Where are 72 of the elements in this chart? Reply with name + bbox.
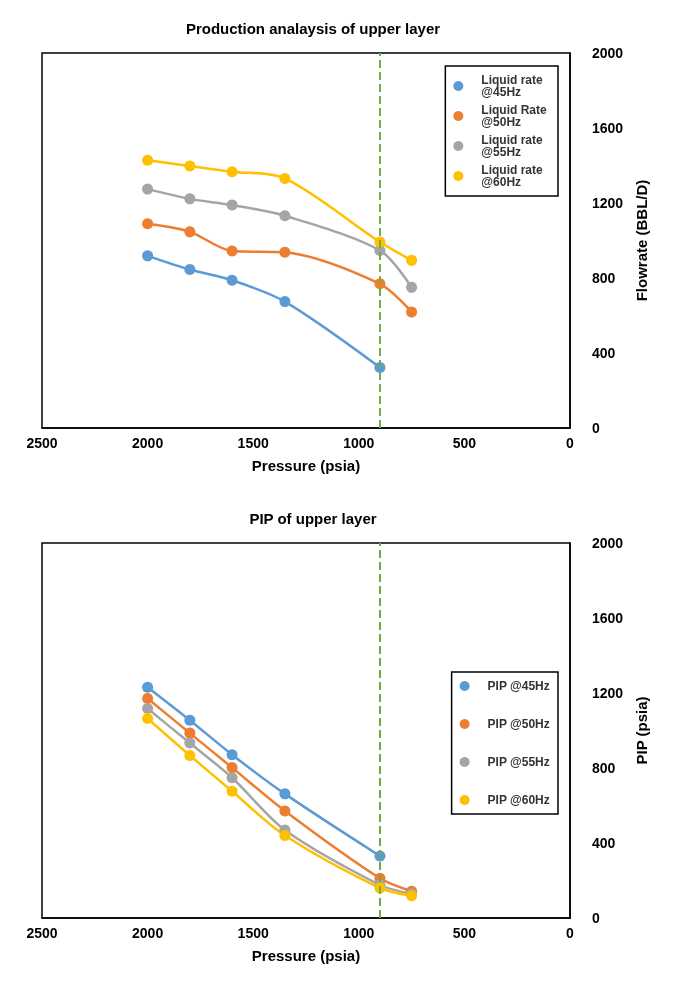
point xyxy=(184,264,196,276)
point xyxy=(406,306,418,318)
x-tick-label: 2000 xyxy=(132,925,164,941)
legend-label: Liquid rate @55Hz xyxy=(481,133,547,159)
point xyxy=(184,749,196,761)
point xyxy=(279,830,291,841)
legend-label: Liquid rate @60Hz xyxy=(481,163,547,189)
point xyxy=(142,703,154,715)
point xyxy=(226,749,238,761)
x-tick-label: 500 xyxy=(452,435,477,451)
x-tick-label: 500 xyxy=(452,925,477,941)
y-tick-label: 400 xyxy=(592,345,616,361)
point xyxy=(226,772,238,784)
point xyxy=(279,788,291,800)
point xyxy=(184,160,196,172)
y-tick-label: 2000 xyxy=(592,45,624,61)
chart-title: PIP of upper layer xyxy=(249,510,377,527)
point xyxy=(184,226,196,238)
legend-label: PIP @60Hz xyxy=(487,793,550,807)
x-tick-label: 1000 xyxy=(343,925,375,941)
y-tick-label: 0 xyxy=(592,420,600,436)
point xyxy=(142,692,154,704)
x-tick-label: 2500 xyxy=(26,925,58,941)
point xyxy=(184,727,196,739)
x-tick-label: 0 xyxy=(566,925,575,941)
chart-title: Production analaysis of upper layer xyxy=(185,20,441,37)
point xyxy=(142,681,154,693)
legend-label: PIP @50Hz xyxy=(487,717,550,731)
point xyxy=(142,713,154,724)
y-tick-label: 2000 xyxy=(592,535,624,551)
legend-label: PIP @55Hz xyxy=(487,755,550,769)
legend-label: Liquid rate @45Hz xyxy=(481,73,547,99)
y-tick-label: 1200 xyxy=(592,685,624,701)
point xyxy=(184,714,196,726)
x-tick-label: 2500 xyxy=(26,435,58,451)
point xyxy=(184,193,196,205)
x-tick-label: 1500 xyxy=(237,435,269,451)
point xyxy=(226,199,238,211)
point xyxy=(279,172,291,184)
legend-label: Liquid Rate @50Hz xyxy=(481,103,551,129)
legend-label: PIP @45Hz xyxy=(487,679,550,693)
point xyxy=(142,183,154,195)
point xyxy=(279,296,291,308)
y-axis-title: PIP (psia) xyxy=(633,696,651,765)
point xyxy=(279,246,291,258)
y-axis-title: Flowrate (BBL/D) xyxy=(633,179,651,302)
y-tick-label: 800 xyxy=(592,760,616,776)
point xyxy=(226,274,238,286)
point xyxy=(142,218,154,230)
y-tick-label: 1600 xyxy=(592,120,624,136)
point xyxy=(226,166,238,178)
y-tick-label: 1600 xyxy=(592,610,624,626)
point xyxy=(279,805,291,817)
point xyxy=(226,245,238,257)
x-axis-title: Pressure (psia) xyxy=(251,947,361,964)
point xyxy=(226,762,238,774)
point xyxy=(226,785,238,797)
y-tick-label: 0 xyxy=(592,910,600,926)
x-tick-label: 1000 xyxy=(343,435,375,451)
y-tick-label: 800 xyxy=(592,270,616,286)
point xyxy=(406,254,418,266)
y-tick-label: 400 xyxy=(592,835,616,851)
y-tick-label: 1200 xyxy=(592,195,624,211)
point xyxy=(406,281,418,293)
point xyxy=(279,210,291,222)
point xyxy=(142,250,154,262)
x-tick-label: 0 xyxy=(566,435,575,451)
x-tick-label: 2000 xyxy=(132,435,164,451)
x-axis-title: Pressure (psia) xyxy=(251,457,361,474)
point xyxy=(142,154,154,166)
x-tick-label: 1500 xyxy=(237,925,269,941)
point xyxy=(184,737,196,749)
